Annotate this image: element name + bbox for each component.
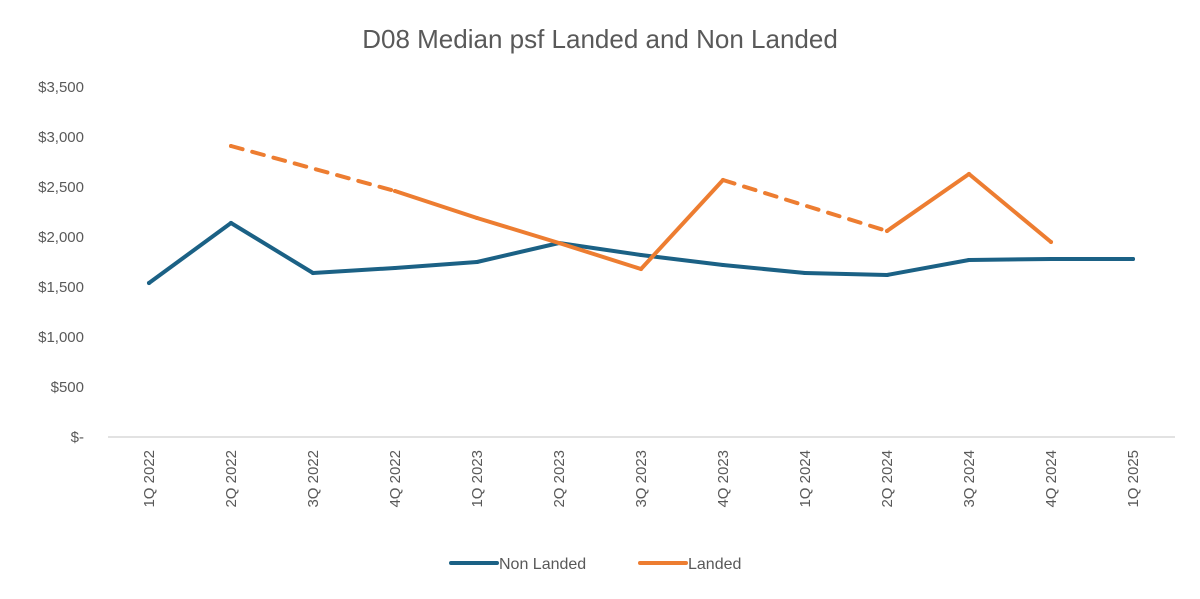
non-landed-segment [885,258,971,277]
y-tick-label: $1,000 [38,329,84,346]
legend-label-non-landed: Non Landed [499,556,586,573]
y-tick-label: $3,000 [38,129,84,146]
y-tick-label: $- [71,429,84,446]
y-tick-label: $3,500 [38,79,84,96]
series-layer [147,144,1135,285]
non-landed-segment [721,263,807,275]
non-landed-segment [557,241,643,257]
y-tick-label: $2,500 [38,179,84,196]
non-landed-segment [967,257,1053,262]
series-non-landed [147,221,1135,285]
x-tick-label: 1Q 2025 [1125,450,1142,508]
legend: Non Landed Landed [449,556,741,573]
non-landed-segment [311,266,397,275]
y-axis: $- $500 $1,000 $1,500 $2,000 $2,500 $3,000 $3,5… [38,79,84,446]
x-tick-label: 4Q 2023 [715,450,732,508]
x-tick-label: 3Q 2024 [961,450,978,508]
landed-gap-segment [229,144,397,193]
legend-label-landed: Landed [688,556,741,573]
non-landed-point [1131,257,1135,261]
series-landed [229,144,1053,271]
y-tick-label: $1,500 [38,279,84,296]
x-axis: 1Q 2022 2Q 2022 3Q 2022 4Q 2022 1Q 2023 2Q 20… [141,450,1142,508]
x-tick-label: 2Q 2022 [223,450,240,508]
x-tick-label: 4Q 2024 [1043,450,1060,508]
landed-gap-segment [721,178,889,233]
non-landed-segment [475,241,561,264]
landed-segment [393,189,479,220]
x-tick-label: 2Q 2023 [551,450,568,508]
x-tick-label: 3Q 2022 [305,450,322,508]
non-landed-segment [803,271,889,277]
x-tick-label: 1Q 2024 [797,450,814,508]
x-tick-label: 1Q 2022 [141,450,158,508]
landed-point [1049,240,1053,244]
landed-segment [885,172,971,233]
landed-segment [475,216,561,245]
non-landed-segment [147,221,233,285]
landed-segment [967,172,1053,244]
x-tick-label: 1Q 2023 [469,450,486,508]
x-tick-label: 3Q 2023 [633,450,650,508]
non-landed-segment [393,260,479,270]
y-tick-label: $500 [51,379,84,396]
landed-segment [557,241,643,271]
landed-segment [639,178,725,271]
x-tick-label: 4Q 2022 [387,450,404,508]
non-landed-segment [229,221,315,275]
chart-title: D08 Median psf Landed and Non Landed [362,24,838,54]
y-tick-label: $2,000 [38,229,84,246]
x-tick-label: 2Q 2024 [879,450,896,508]
